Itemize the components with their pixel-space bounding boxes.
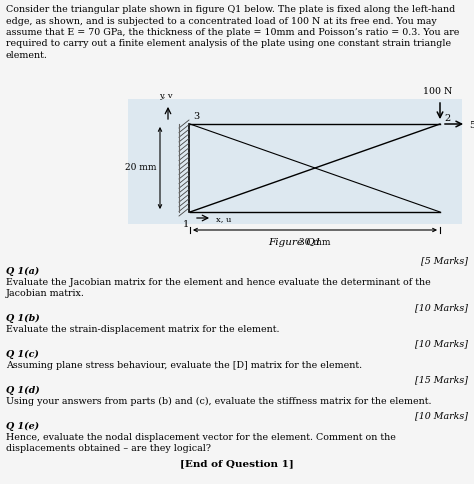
Text: Evaluate the strain-displacement matrix for the element.: Evaluate the strain-displacement matrix … (6, 325, 280, 334)
Text: displacements obtained – are they logical?: displacements obtained – are they logica… (6, 444, 211, 453)
Text: Hence, evaluate the nodal displacement vector for the element. Comment on the: Hence, evaluate the nodal displacement v… (6, 433, 396, 442)
Text: y, v: y, v (159, 92, 173, 100)
Text: [10 Marks]: [10 Marks] (415, 303, 468, 312)
Text: Evaluate the Jacobian matrix for the element and hence evaluate the determinant : Evaluate the Jacobian matrix for the ele… (6, 278, 431, 287)
Text: Q 1(b): Q 1(b) (6, 314, 40, 323)
Text: 50 N: 50 N (470, 121, 474, 131)
Text: Q 1(e): Q 1(e) (6, 422, 39, 431)
Text: 100 N: 100 N (423, 87, 453, 96)
Text: Assuming plane stress behaviour, evaluate the [D] matrix for the element.: Assuming plane stress behaviour, evaluat… (6, 361, 362, 370)
Text: 30 mm: 30 mm (299, 238, 331, 247)
Text: Figure Q1: Figure Q1 (268, 238, 322, 247)
Text: Q 1(d): Q 1(d) (6, 386, 40, 395)
Text: [10 Marks]: [10 Marks] (415, 339, 468, 348)
Bar (128, 99, 462, 224)
Text: assume that E = 70 GPa, the thickness of the plate = 10mm and Poisson’s ratio = : assume that E = 70 GPa, the thickness of… (6, 28, 459, 37)
Text: required to carry out a finite element analysis of the plate using one constant : required to carry out a finite element a… (6, 40, 451, 48)
Text: Q 1(c): Q 1(c) (6, 350, 39, 359)
Text: edge, as shown, and is subjected to a concentrated load of 100 N at its free end: edge, as shown, and is subjected to a co… (6, 16, 437, 26)
Text: [End of Question 1]: [End of Question 1] (180, 459, 294, 468)
Text: [5 Marks]: [5 Marks] (421, 256, 468, 265)
Text: 1: 1 (183, 220, 189, 229)
Text: x, u: x, u (216, 215, 231, 223)
Text: 3: 3 (193, 112, 199, 121)
Text: Q 1(a): Q 1(a) (6, 267, 39, 276)
Text: Using your answers from parts (b) and (c), evaluate the stiffness matrix for the: Using your answers from parts (b) and (c… (6, 397, 431, 406)
Text: [15 Marks]: [15 Marks] (415, 375, 468, 384)
Text: 20 mm: 20 mm (126, 164, 157, 172)
Text: element.: element. (6, 51, 48, 60)
Text: 2: 2 (444, 114, 450, 123)
Text: Jacobian matrix.: Jacobian matrix. (6, 289, 85, 298)
Text: [10 Marks]: [10 Marks] (415, 411, 468, 420)
Text: Consider the triangular plate shown in figure Q1 below. The plate is fixed along: Consider the triangular plate shown in f… (6, 5, 455, 14)
